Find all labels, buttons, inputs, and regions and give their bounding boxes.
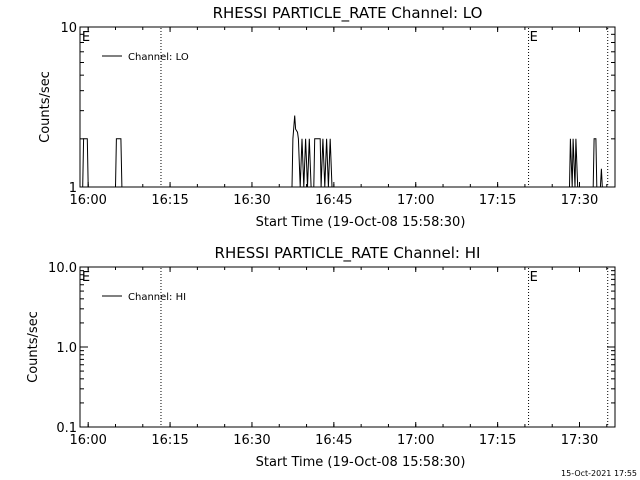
y-axis-label: Counts/sec <box>38 71 53 143</box>
y-tick-label: 10.0 <box>48 261 77 276</box>
x-tick-label: 16:45 <box>315 433 352 448</box>
x-tick-label: 16:00 <box>69 433 106 448</box>
x-tick-label: 17:00 <box>397 193 434 208</box>
y-tick-label: 1.0 <box>56 341 77 356</box>
x-tick-label: 17:30 <box>561 193 598 208</box>
y-tick-label: 10 <box>60 21 77 36</box>
legend-entry: Channel: HI <box>128 292 186 303</box>
event-marker-label: E <box>82 270 90 285</box>
y-tick-label: 1 <box>69 181 77 196</box>
chart-panel-0 <box>79 26 616 188</box>
chart-title: RHESSI PARTICLE_RATE Channel: LO <box>213 4 483 23</box>
y-axis-label: Counts/sec <box>26 311 41 383</box>
event-marker-label: E <box>82 30 90 45</box>
y-tick-label: 0.1 <box>56 421 77 436</box>
x-tick-label: 17:30 <box>561 433 598 448</box>
x-tick-label: 17:15 <box>479 193 516 208</box>
series-line <box>80 115 603 188</box>
event-marker-label: E <box>530 30 538 45</box>
chart-title: RHESSI PARTICLE_RATE Channel: HI <box>215 244 481 263</box>
event-marker-label: E <box>530 270 538 285</box>
x-axis-label: Start Time (19-Oct-08 15:58:30) <box>256 455 466 470</box>
x-tick-label: 16:00 <box>69 193 106 208</box>
plot-frame <box>79 266 616 428</box>
x-tick-label: 16:30 <box>233 433 270 448</box>
legend-entry: Channel: LO <box>128 52 189 63</box>
x-tick-label: 16:30 <box>233 193 270 208</box>
x-tick-label: 17:15 <box>479 433 516 448</box>
chart-panel-1 <box>79 266 616 428</box>
plot-frame <box>79 26 616 188</box>
x-axis-label: Start Time (19-Oct-08 15:58:30) <box>256 215 466 230</box>
x-tick-label: 16:15 <box>151 193 188 208</box>
x-tick-label: 16:45 <box>315 193 352 208</box>
x-tick-label: 16:15 <box>151 433 188 448</box>
x-tick-label: 17:00 <box>397 433 434 448</box>
plot-timestamp: 15-Oct-2021 17:55 <box>561 469 637 478</box>
